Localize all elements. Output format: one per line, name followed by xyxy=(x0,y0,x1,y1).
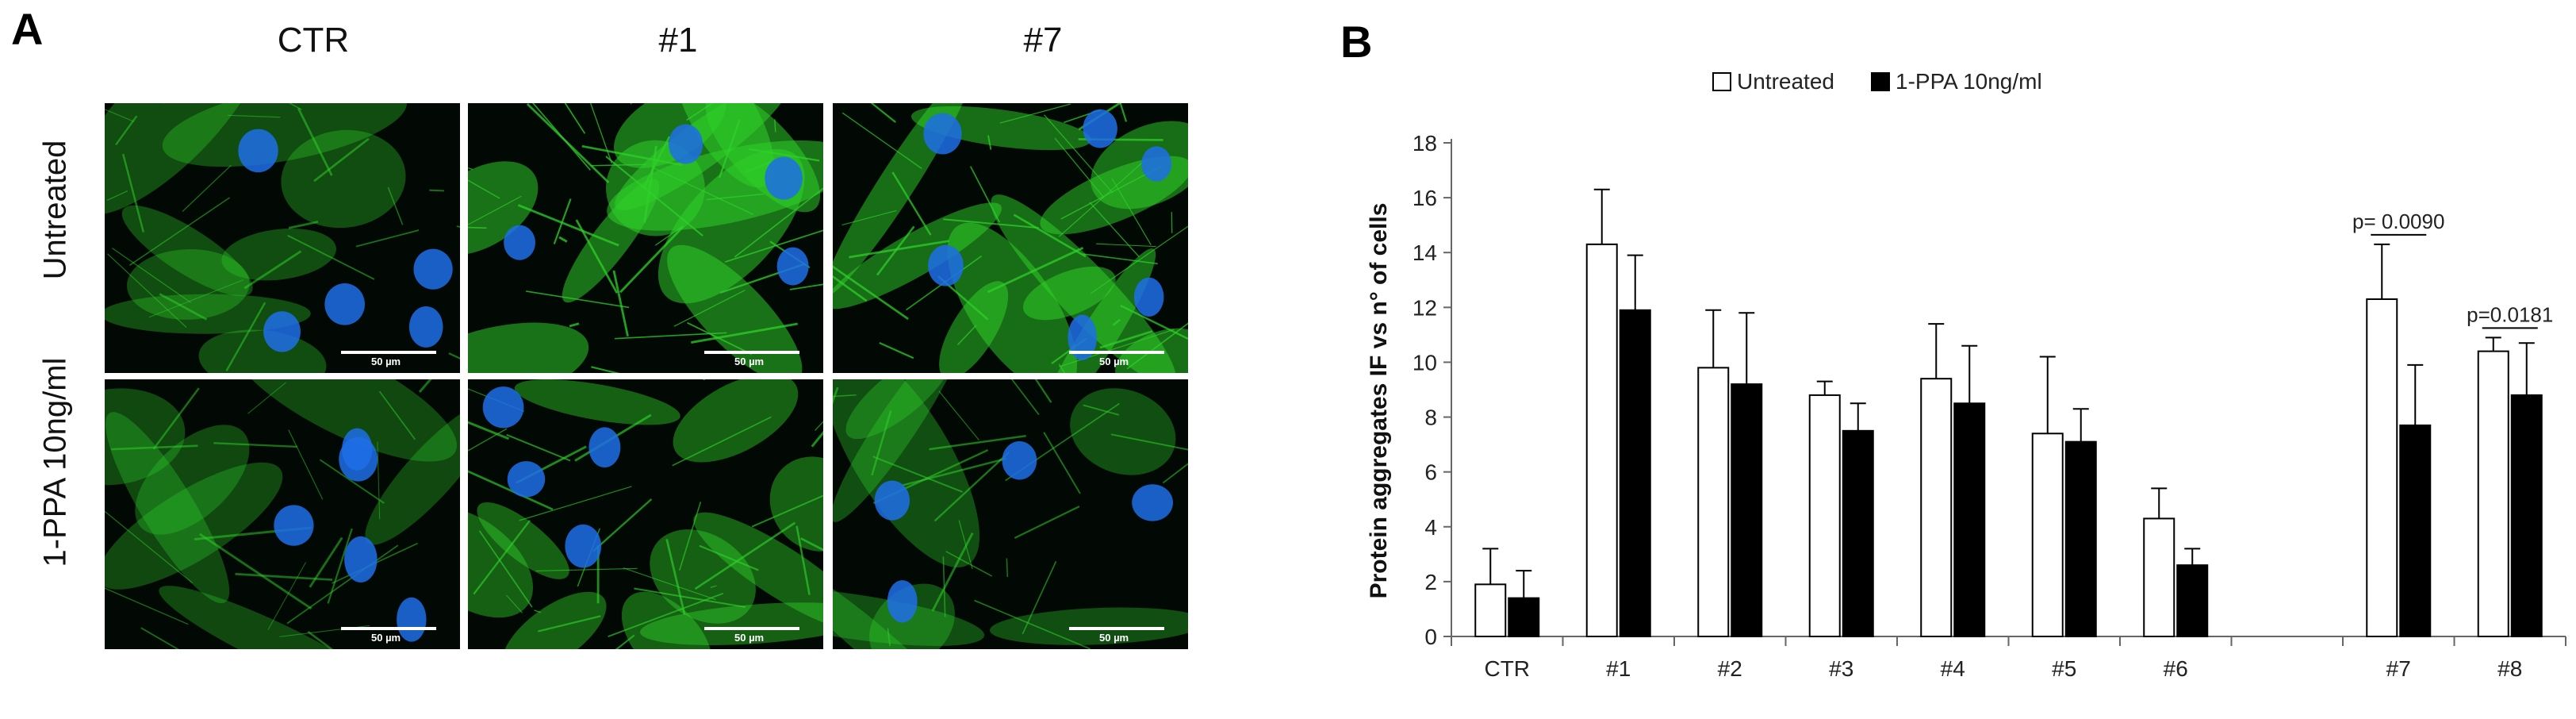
x-tick-label: #8 xyxy=(2497,656,2522,681)
x-tick-label: #6 xyxy=(2164,656,2188,681)
bar-1ppa-n5 xyxy=(2064,440,2097,638)
x-tick-label: #1 xyxy=(1606,656,1631,681)
bar-1ppa-n2 xyxy=(1731,383,1763,637)
micrograph-1-ppa-10ng-ml-7 xyxy=(833,379,1188,649)
micrograph-1-ppa-10ng-ml-1 xyxy=(468,379,823,649)
legend-swatch-0 xyxy=(1712,72,1731,91)
p-value-label: p=0.0181 xyxy=(2467,302,2553,326)
bar-untreated-n8 xyxy=(2477,350,2509,637)
micrograph-untreated-7 xyxy=(833,103,1188,373)
x-tick-label: CTR xyxy=(1484,656,1530,681)
y-tick-label: 10 xyxy=(1413,350,1437,375)
bar-untreated-n5 xyxy=(2031,433,2064,637)
chart-legend: Untreated 1-PPA 10ng/ml xyxy=(1712,69,2042,94)
bar-untreated-n1 xyxy=(1585,243,1618,637)
chart-axes: 0 2 4 6 8 10 12 14 16 18 CTR #1 #2 #3 #4 #5 #6 #7 #8 xyxy=(1413,131,2566,681)
legend-swatch-1 xyxy=(1871,72,1890,91)
y-tick-label: 0 xyxy=(1424,625,1437,649)
bar-1ppa-n6 xyxy=(2176,564,2209,638)
legend-label-0: Untreated xyxy=(1737,69,1834,94)
bar-1ppa-ctr xyxy=(1508,597,1540,637)
x-tick-label: #4 xyxy=(1941,656,1965,681)
bar-chart: Untreated 1-PPA 10ng/ml Protein aggregate… xyxy=(1366,69,2566,681)
x-tick-label: #2 xyxy=(1718,656,1742,681)
y-tick-label: 2 xyxy=(1424,570,1437,594)
y-tick-label: 18 xyxy=(1413,131,1437,156)
scale-bar-label: 50 µm xyxy=(1099,356,1129,367)
bar-untreated-n6 xyxy=(2143,517,2175,638)
scale-bar-label: 50 µm xyxy=(734,356,765,367)
y-tick-label: 6 xyxy=(1424,460,1437,485)
row-label-untreated: Untreated xyxy=(37,140,73,280)
row-label-1ppa: 1-PPA 10ng/ml xyxy=(37,357,73,567)
panel-a-letter: A xyxy=(11,4,44,54)
panel-b-letter: B xyxy=(1340,17,1373,67)
bar-1ppa-n7 xyxy=(2399,424,2432,638)
bar-untreated-n2 xyxy=(1697,367,1730,637)
bar-untreated-n3 xyxy=(1808,394,1841,637)
x-tick-label: #3 xyxy=(1829,656,1853,681)
chart-bars xyxy=(1474,188,2543,638)
scale-bar-label: 50 µm xyxy=(734,632,765,644)
scale-bar-label: 50 µm xyxy=(371,632,401,644)
bar-1ppa-n8 xyxy=(2510,394,2543,637)
p-value-label: p= 0.0090 xyxy=(2352,210,2444,233)
column-label-1: #1 xyxy=(658,21,698,60)
bar-untreated-ctr xyxy=(1474,583,1507,637)
y-tick-label: 8 xyxy=(1424,406,1437,430)
bar-untreated-n7 xyxy=(2366,298,2398,637)
micrograph-untreated-1 xyxy=(468,103,823,373)
x-tick-label: #5 xyxy=(2052,656,2076,681)
micrograph-1-ppa-10ng-ml-ctr xyxy=(105,379,460,649)
y-axis-label: Protein aggregates IF vs n° of cells xyxy=(1366,203,1392,599)
column-label-ctr: CTR xyxy=(277,21,350,60)
y-tick-label: 12 xyxy=(1413,295,1437,320)
chart-annotations: p= 0.0090 p=0.0181 xyxy=(2352,210,2553,329)
column-label-7: #7 xyxy=(1023,21,1063,60)
bar-1ppa-n1 xyxy=(1619,309,1651,637)
scale-bar-label: 50 µm xyxy=(1099,632,1129,644)
y-tick-label: 4 xyxy=(1424,515,1437,540)
y-tick-label: 14 xyxy=(1413,240,1437,265)
bar-1ppa-n4 xyxy=(1953,402,1986,637)
scale-bar-label: 50 µm xyxy=(371,356,401,367)
bar-1ppa-n3 xyxy=(1842,429,1874,637)
micrograph-untreated-ctr xyxy=(105,103,460,373)
legend-label-1: 1-PPA 10ng/ml xyxy=(1896,69,2042,94)
x-tick-label: #7 xyxy=(2386,656,2411,681)
bar-untreated-n4 xyxy=(1920,378,1953,637)
y-tick-label: 16 xyxy=(1413,186,1437,210)
